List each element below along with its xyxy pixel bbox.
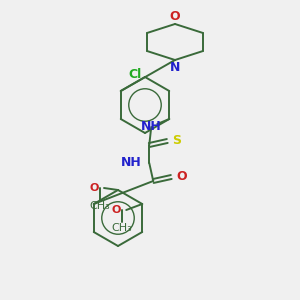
Text: N: N [170,61,180,74]
Text: NH: NH [141,121,162,134]
Text: O: O [90,183,99,193]
Text: NH: NH [121,157,141,169]
Text: S: S [172,134,181,148]
Text: CH₃: CH₃ [90,201,110,211]
Text: O: O [170,10,180,23]
Text: CH₃: CH₃ [112,223,133,233]
Text: Cl: Cl [129,68,142,82]
Text: O: O [112,205,121,215]
Text: O: O [176,170,187,184]
